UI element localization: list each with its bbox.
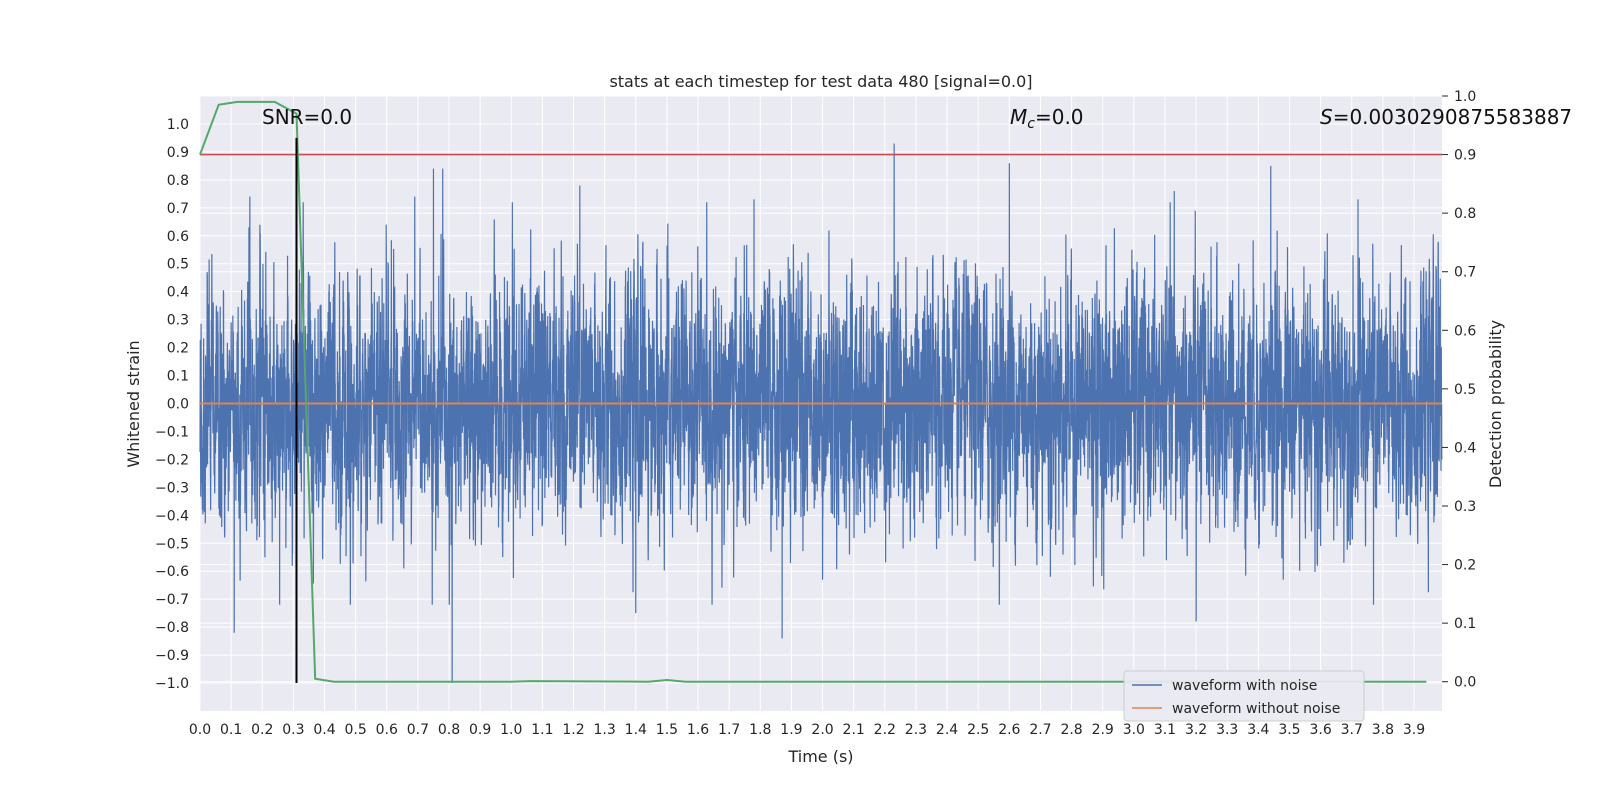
- x-tick-label: 1.1: [531, 722, 553, 738]
- y2-tick-label: 0.8: [1454, 206, 1476, 222]
- y-tick-label: −0.1: [155, 424, 189, 440]
- x-tick-label: 3.5: [1278, 722, 1300, 738]
- y2-tick-label: 1.0: [1454, 89, 1476, 105]
- y-tick-label: 0.8: [167, 173, 189, 189]
- y-tick-labels: 1.0 0.9 0.8 0.7 0.6 0.5 0.4 0.3 0.2 0.1 0.0 −0.1 −0.…: [155, 117, 189, 692]
- x-tick-label: 1.0: [500, 722, 522, 738]
- y2-tick-label: 0.9: [1454, 148, 1476, 164]
- x-tick-label: 3.9: [1403, 722, 1425, 738]
- x-tick-label: 2.4: [936, 722, 958, 738]
- y-tick-label: 0.5: [167, 257, 189, 273]
- y2-tick-label: 0.6: [1454, 323, 1476, 339]
- y-tick-label: 0.1: [167, 369, 189, 385]
- detection-probability-line: [199, 100, 1427, 683]
- mc-subscript: c: [1027, 116, 1035, 132]
- snr-annotation: SNR=0.0: [262, 105, 352, 129]
- s-value: =0.0030290875583887: [1333, 105, 1572, 129]
- x-tick-label: 2.6: [998, 722, 1020, 738]
- y-tick-label: 0.6: [167, 229, 189, 245]
- x-tick-label: 3.2: [1185, 722, 1207, 738]
- y-tick-label: 0.3: [167, 313, 189, 329]
- y-tick-label: −0.8: [155, 620, 189, 636]
- y-tick-label: 0.0: [167, 397, 189, 413]
- y-tick-label: −0.2: [155, 452, 189, 468]
- y-tick-label: −0.5: [155, 536, 189, 552]
- x-tick-label: 2.3: [905, 722, 927, 738]
- series-waveform-with-noise: [199, 143, 1443, 684]
- x-tick-label: 1.8: [749, 722, 771, 738]
- x-tick-label: 3.7: [1341, 722, 1363, 738]
- x-tick-label: 0.3: [282, 722, 304, 738]
- y2-tick-labels: 1.0 0.9 0.8 0.7 0.6 0.5 0.4 0.3 0.2 0.1 0.0: [1442, 89, 1476, 691]
- s-symbol: S: [1320, 105, 1333, 129]
- x-tick-label: 3.0: [1123, 722, 1145, 738]
- x-tick-label: 0.9: [469, 722, 491, 738]
- mc-annotation: Mc=0.0: [1010, 105, 1084, 132]
- x-tick-label: 0.2: [251, 722, 273, 738]
- y-tick-label: 1.0: [167, 117, 189, 133]
- x-tick-label: 1.6: [687, 722, 709, 738]
- x-tick-label: 0.5: [345, 722, 367, 738]
- x-tick-label: 3.8: [1372, 722, 1394, 738]
- y-tick-label: −0.9: [155, 648, 189, 664]
- x-tick-label: 2.1: [843, 722, 865, 738]
- x-tick-labels: 0.0 0.1 0.2 0.3 0.4 0.5 0.6 0.7 0.8 0.9 1.0 1.1 1.2 1…: [189, 722, 1425, 738]
- x-tick-label: 2.7: [1029, 722, 1051, 738]
- x-tick-label: 0.0: [189, 722, 211, 738]
- x-tick-label: 1.4: [625, 722, 647, 738]
- y-tick-label: −0.7: [155, 592, 189, 608]
- x-tick-label: 3.1: [1154, 722, 1176, 738]
- y2-tick-label: 0.2: [1454, 558, 1476, 574]
- x-tick-label: 1.3: [594, 722, 616, 738]
- x-tick-label: 2.5: [967, 722, 989, 738]
- y2-axis-label: Detection probability: [1486, 320, 1505, 488]
- legend-label-noise: waveform with noise: [1172, 678, 1317, 694]
- x-tick-label: 3.4: [1247, 722, 1269, 738]
- x-tick-label: 2.9: [1092, 722, 1114, 738]
- series-detection-probability: [199, 100, 1442, 683]
- x-tick-label: 2.2: [874, 722, 896, 738]
- x-axis-label: Time (s): [787, 747, 853, 766]
- y-tick-label: 0.7: [167, 201, 189, 217]
- x-tick-label: 2.0: [811, 722, 833, 738]
- y-tick-label: 0.4: [167, 285, 189, 301]
- x-tick-label: 1.5: [656, 722, 678, 738]
- legend-label-clean: waveform without noise: [1172, 701, 1340, 717]
- y-tick-label: 0.2: [167, 341, 189, 357]
- y-tick-label: 0.9: [167, 145, 189, 161]
- y2-tick-label: 0.3: [1454, 499, 1476, 515]
- y2-tick-label: 0.4: [1454, 440, 1476, 456]
- s-annotation: S=0.0030290875583887: [1320, 105, 1572, 129]
- y-axis-label: Whitened strain: [124, 340, 143, 467]
- legend-box: [1123, 670, 1365, 722]
- y2-tick-label: 0.0: [1454, 675, 1476, 691]
- y-tick-label: −0.3: [155, 480, 189, 496]
- x-tick-label: 2.8: [1060, 722, 1082, 738]
- y2-tick-label: 0.1: [1454, 616, 1476, 632]
- x-tick-label: 1.2: [562, 722, 584, 738]
- x-tick-label: 0.7: [407, 722, 429, 738]
- x-tick-label: 0.4: [313, 722, 335, 738]
- x-tick-label: 0.1: [220, 722, 242, 738]
- x-tick-label: 0.6: [376, 722, 398, 738]
- x-tick-label: 3.3: [1216, 722, 1238, 738]
- y-tick-label: −1.0: [155, 676, 189, 692]
- chart-title: stats at each timestep for test data 480…: [609, 72, 1032, 91]
- mc-value: =0.0: [1035, 105, 1084, 129]
- legend: waveform with noise waveform without noi…: [1123, 670, 1365, 722]
- x-tick-label: 1.9: [780, 722, 802, 738]
- noise-waveform-line: [199, 143, 1443, 684]
- y2-tick-label: 0.7: [1454, 265, 1476, 281]
- x-tick-label: 0.8: [438, 722, 460, 738]
- y-tick-label: −0.6: [155, 564, 189, 580]
- y-tick-label: −0.4: [155, 508, 189, 524]
- mc-symbol: M: [1010, 105, 1027, 129]
- x-tick-label: 1.7: [718, 722, 740, 738]
- x-tick-label: 3.6: [1309, 722, 1331, 738]
- y2-tick-label: 0.5: [1454, 382, 1476, 398]
